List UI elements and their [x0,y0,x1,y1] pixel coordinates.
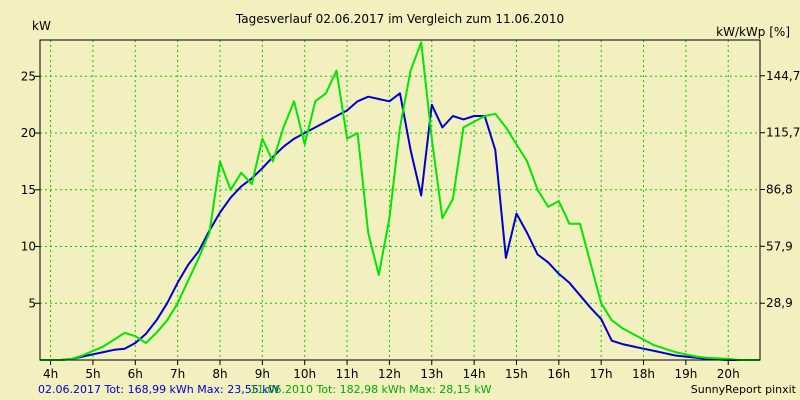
plot-frame [39,39,761,361]
y-tick-label-left: 15 [21,183,36,197]
y-tick-label-left: 5 [28,296,36,310]
ticks: 4h 5h 6h 7h 8h 9h 10h 11h 12h 13h 14h 15h 16h 17h 18h 1… [21,69,800,381]
x-tick-label: 7h [170,367,185,381]
legend-series-1: 02.06.2017 Tot: 168,99 kWh Max: 23,55 kW [38,383,280,396]
grid [40,40,760,360]
y-axis-label-left: kW [32,19,51,33]
y-tick-label-right: 115,7 [766,126,800,140]
y-tick-label-right: 28,9 [766,296,793,310]
y-tick-label-left: 25 [21,69,36,83]
x-tick-label: 9h [255,367,270,381]
x-tick-label: 10h [293,367,316,381]
x-tick-label: 20h [717,367,740,381]
y-tick-label-left: 10 [21,240,36,254]
x-tick-label: 17h [590,367,613,381]
x-tick-label: 11h [336,367,359,381]
x-tick-label: 16h [547,367,570,381]
legend-series-2: 11.06.2010 Tot: 182,98 kWh Max: 28,15 kW [250,383,492,396]
x-tick-label: 4h [43,367,58,381]
series-line-1 [40,92,760,361]
y-tick-label-left: 20 [21,126,36,140]
x-tick-label: 19h [674,367,697,381]
credit-text: SunnyReport pinxit [691,383,797,396]
series-line-2 [40,41,760,361]
x-tick-label: 18h [632,367,655,381]
y-tick-label-right: 144,7 [766,69,800,83]
series-layer [40,41,760,361]
x-tick-label: 5h [85,367,100,381]
x-tick-label: 6h [128,367,143,381]
y-axis-label-right: kW/kWp [%] [716,25,790,39]
y-tick-label-right: 86,8 [766,182,793,196]
plot-area [40,40,760,360]
x-tick-label: 15h [505,367,528,381]
x-tick-label: 14h [463,367,486,381]
x-tick-label: 13h [420,367,443,381]
x-tick-label: 12h [378,367,401,381]
chart-title: Tagesverlauf 02.06.2017 im Vergleich zum… [235,12,564,26]
y-tick-label-right: 57,9 [766,239,793,253]
x-tick-label: 8h [212,367,227,381]
